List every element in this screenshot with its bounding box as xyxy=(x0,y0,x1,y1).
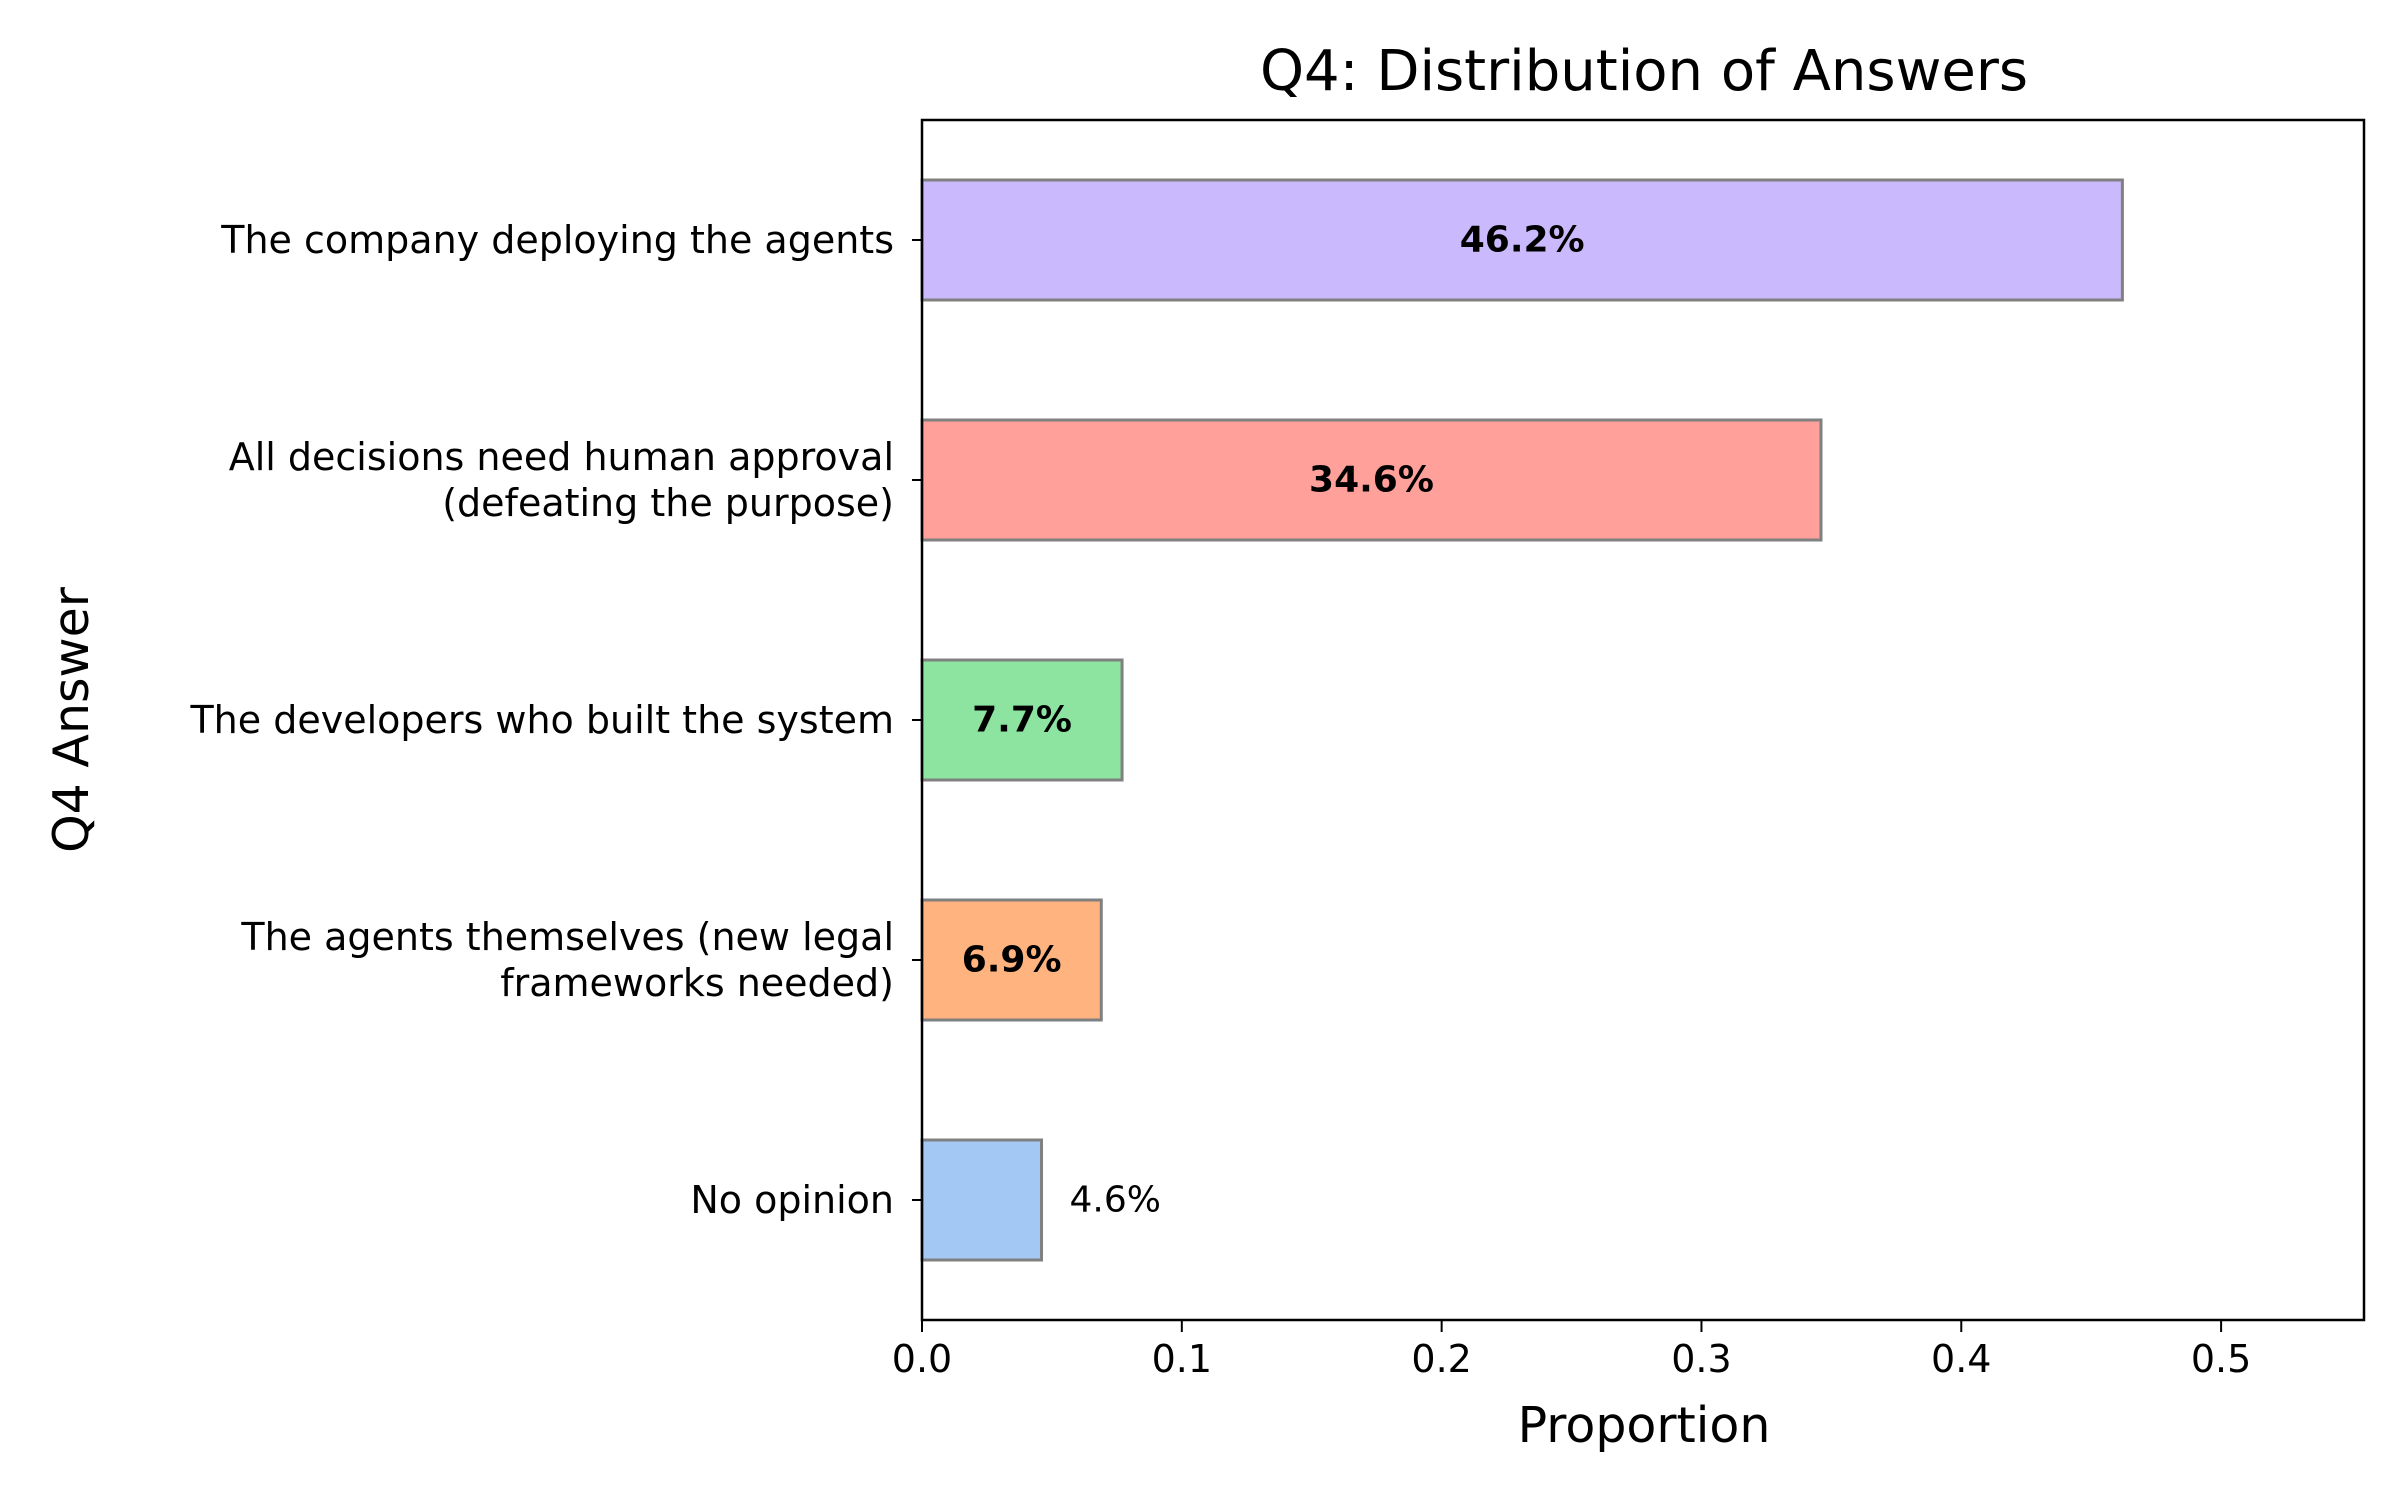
bar-value-label: 6.9% xyxy=(962,940,1062,981)
x-tick-label: 0.1 xyxy=(1152,1337,1212,1381)
plot-frame xyxy=(920,118,2366,1322)
bar-value-label: 4.6% xyxy=(1070,1180,1161,1221)
plot-area: The company deploying the agents 46.2% All… xyxy=(189,118,2366,1381)
x-tick-label: 0.5 xyxy=(2191,1337,2251,1381)
category-label: The company deploying the agents xyxy=(220,218,894,262)
y-axis-label: Q4 Answer xyxy=(43,586,100,853)
x-tick-label: 0.2 xyxy=(1411,1337,1471,1381)
category-label: All decisions need human approval xyxy=(229,435,894,479)
category-label: (defeating the purpose) xyxy=(442,481,894,525)
bar-value-label: 46.2% xyxy=(1460,220,1585,261)
x-tick-label: 0.0 xyxy=(892,1337,952,1381)
x-tick-label: 0.3 xyxy=(1671,1337,1731,1381)
bar xyxy=(920,1138,1044,1262)
category-label: The developers who built the system xyxy=(189,698,894,742)
bar-value-label: 7.7% xyxy=(972,700,1072,741)
bar xyxy=(920,178,2124,302)
category-label: The agents themselves (new legal xyxy=(240,915,894,959)
bar xyxy=(920,898,1103,1022)
x-tick-label: 0.4 xyxy=(1931,1337,1991,1381)
bar-value-label: 34.6% xyxy=(1309,460,1434,501)
chart-title: Q4: Distribution of Answers xyxy=(1260,39,2028,104)
bar xyxy=(920,418,1823,542)
category-label: frameworks needed) xyxy=(500,961,894,1005)
category-label: No opinion xyxy=(690,1178,894,1222)
x-axis-label: Proportion xyxy=(1518,1397,1771,1454)
